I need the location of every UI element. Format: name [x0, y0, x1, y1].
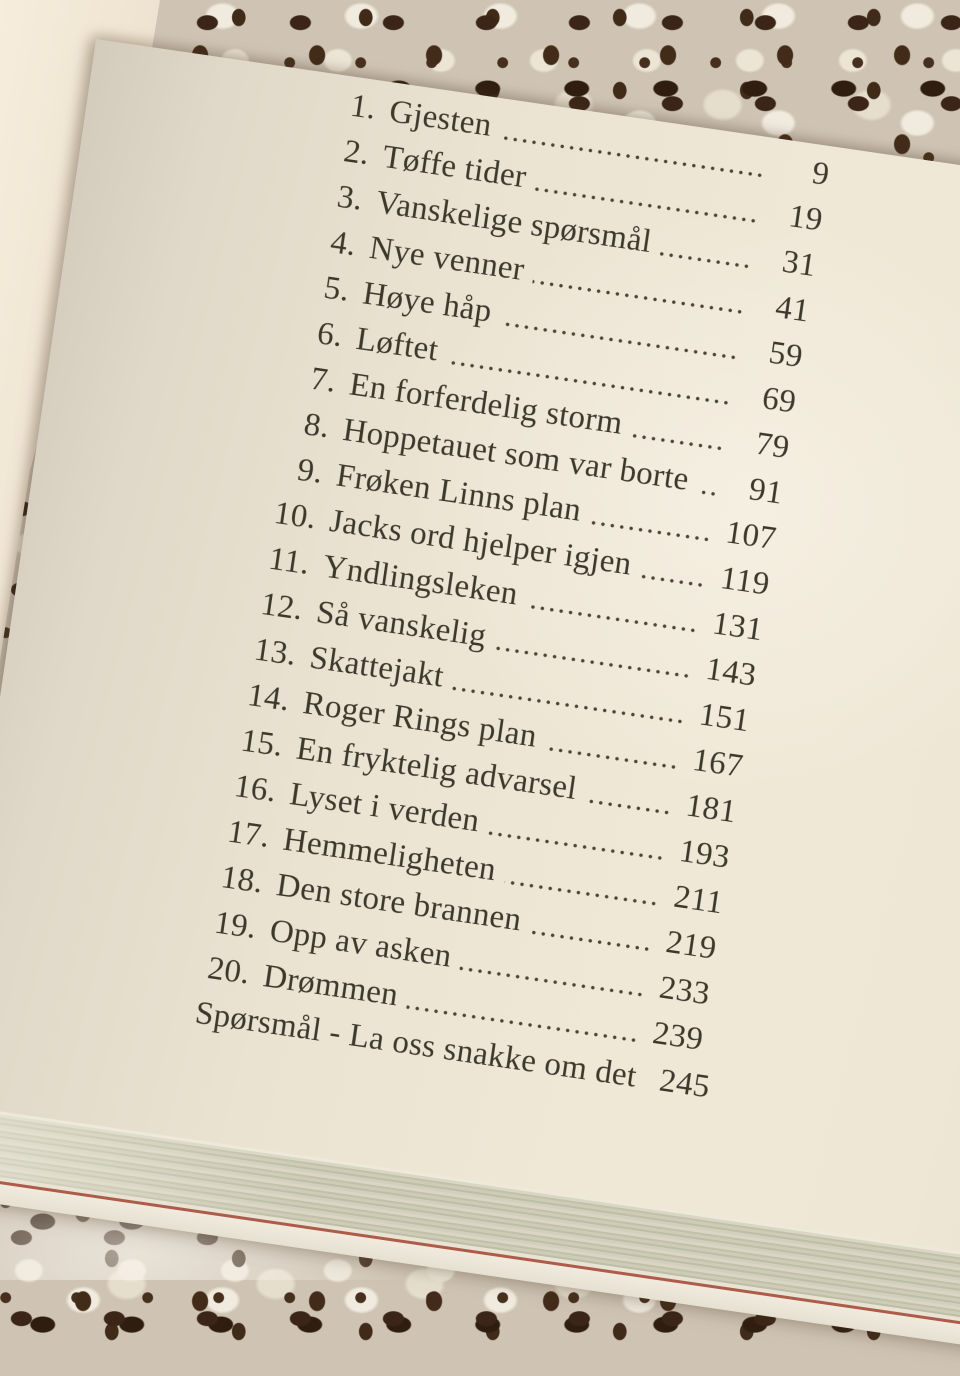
dot-leader — [645, 1086, 646, 1090]
contents-page: 1. Gjesten 9 2. Tøffe tider 19 3. Vanske… — [0, 39, 960, 1285]
page-number: 9 — [809, 155, 832, 194]
toc-list: 1. Gjesten 9 2. Tøffe tider 19 3. Vanske… — [159, 75, 833, 1109]
page-number: 107 — [723, 514, 779, 558]
page-number: 245 — [657, 1062, 713, 1106]
page-number: 143 — [703, 650, 759, 694]
page-number: 233 — [657, 969, 713, 1013]
page-number: 79 — [753, 425, 792, 467]
page-number: 193 — [676, 832, 733, 876]
page-number: 131 — [710, 605, 766, 649]
page-number: 119 — [717, 559, 772, 603]
page-number: 69 — [759, 380, 799, 421]
page-number: 167 — [690, 741, 746, 785]
dot-leader — [639, 574, 705, 588]
page-number: 211 — [671, 878, 726, 922]
page-number: 19 — [786, 198, 825, 239]
page-number: 59 — [766, 334, 806, 376]
dot-leader — [659, 251, 752, 269]
page-number: 41 — [773, 289, 812, 330]
page-number: 151 — [696, 696, 752, 740]
dot-leader — [584, 798, 672, 816]
book-page-group: 1. Gjesten 9 2. Tøffe tider 19 3. Vanske… — [0, 39, 960, 1376]
dot-leader — [630, 433, 725, 451]
page-number: 219 — [663, 923, 719, 967]
page-number: 91 — [746, 471, 786, 512]
page-number: 31 — [779, 243, 819, 285]
page-number: 181 — [683, 787, 739, 831]
dot-leader — [696, 489, 719, 497]
page-number: 239 — [650, 1014, 706, 1058]
